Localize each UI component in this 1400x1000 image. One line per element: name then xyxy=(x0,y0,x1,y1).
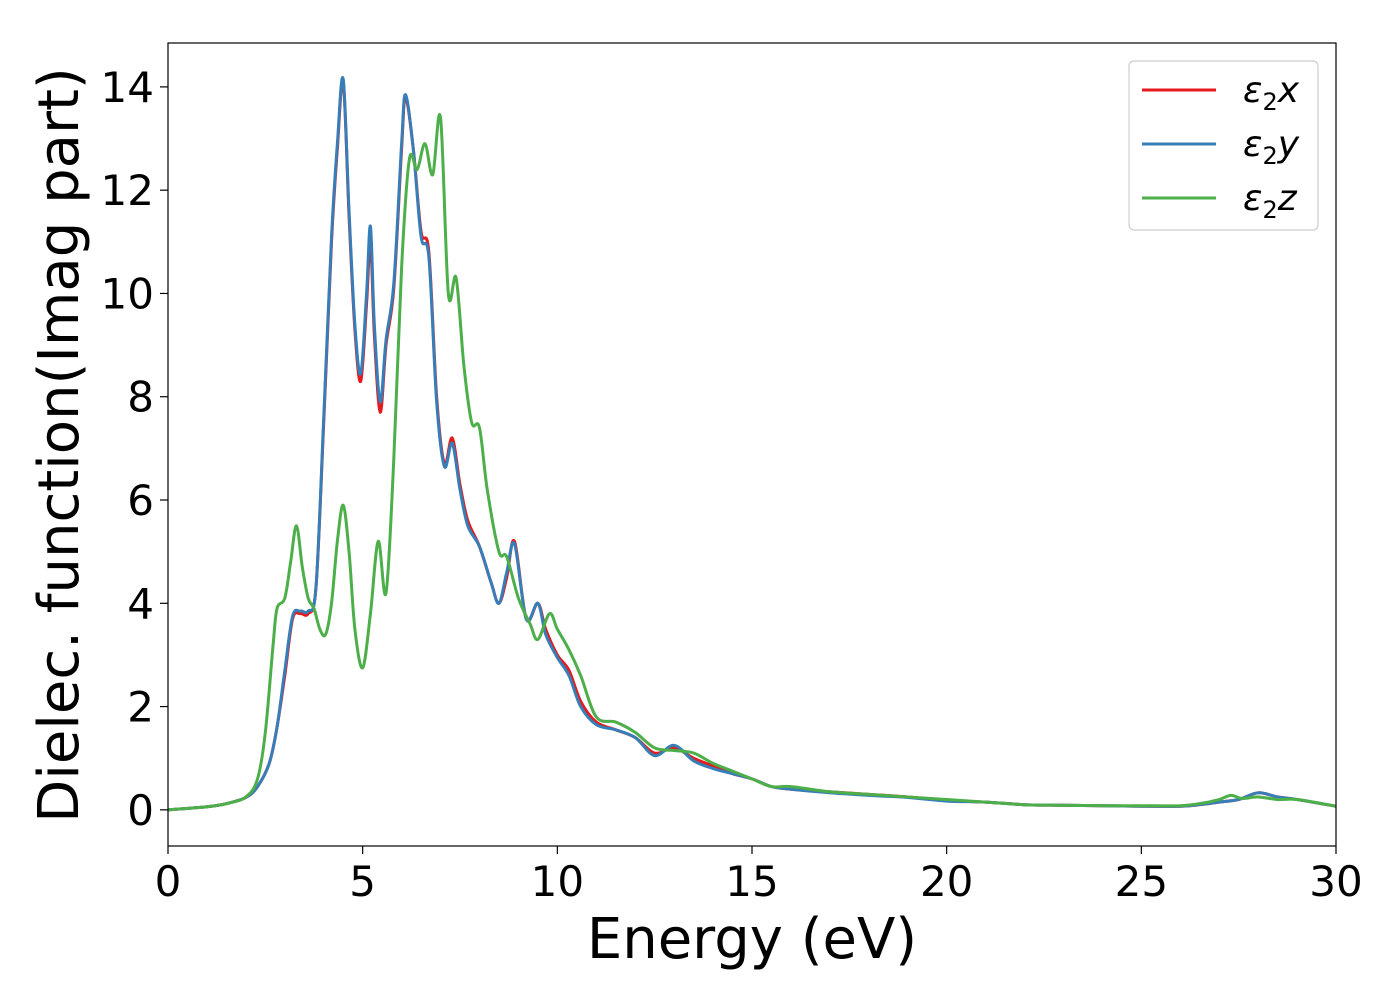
y-tick-label: 14 xyxy=(101,63,154,112)
y-tick-label: 4 xyxy=(127,579,154,628)
x-tick-label: 30 xyxy=(1309,857,1362,906)
y-tick-label: 0 xyxy=(127,786,154,835)
legend-label-z: ε2z xyxy=(1243,178,1298,224)
x-tick-label: 5 xyxy=(349,857,376,906)
x-tick-label: 0 xyxy=(155,857,182,906)
y-tick-label: 2 xyxy=(127,683,154,732)
series-line-y xyxy=(167,76,1337,812)
y-axis-ticks: 0 2 4 6 8 10 12 14 xyxy=(101,63,168,835)
y-tick-label: 10 xyxy=(101,269,154,318)
x-tick-label: 15 xyxy=(725,857,778,906)
x-axis-label: Energy (eV) xyxy=(587,907,917,972)
legend-label-y: ε2y xyxy=(1243,124,1300,170)
y-tick-label: 12 xyxy=(101,166,154,215)
legend: ε2x ε2y ε2z xyxy=(1128,60,1319,231)
y-tick-label: 6 xyxy=(127,476,154,525)
series-line-z xyxy=(167,113,1337,812)
legend-label-x: ε2x xyxy=(1243,70,1300,116)
series-layer xyxy=(167,76,1337,812)
x-tick-label: 20 xyxy=(920,857,973,906)
x-tick-label: 10 xyxy=(531,857,584,906)
legend-box xyxy=(1128,60,1319,231)
y-tick-label: 8 xyxy=(127,373,154,422)
y-axis-label: Dielec. function(Imag part) xyxy=(27,67,92,823)
legend-items: ε2x ε2y ε2z xyxy=(1142,70,1300,224)
x-axis-ticks: 0 5 10 15 20 25 30 xyxy=(155,846,1363,906)
x-tick-label: 25 xyxy=(1115,857,1168,906)
